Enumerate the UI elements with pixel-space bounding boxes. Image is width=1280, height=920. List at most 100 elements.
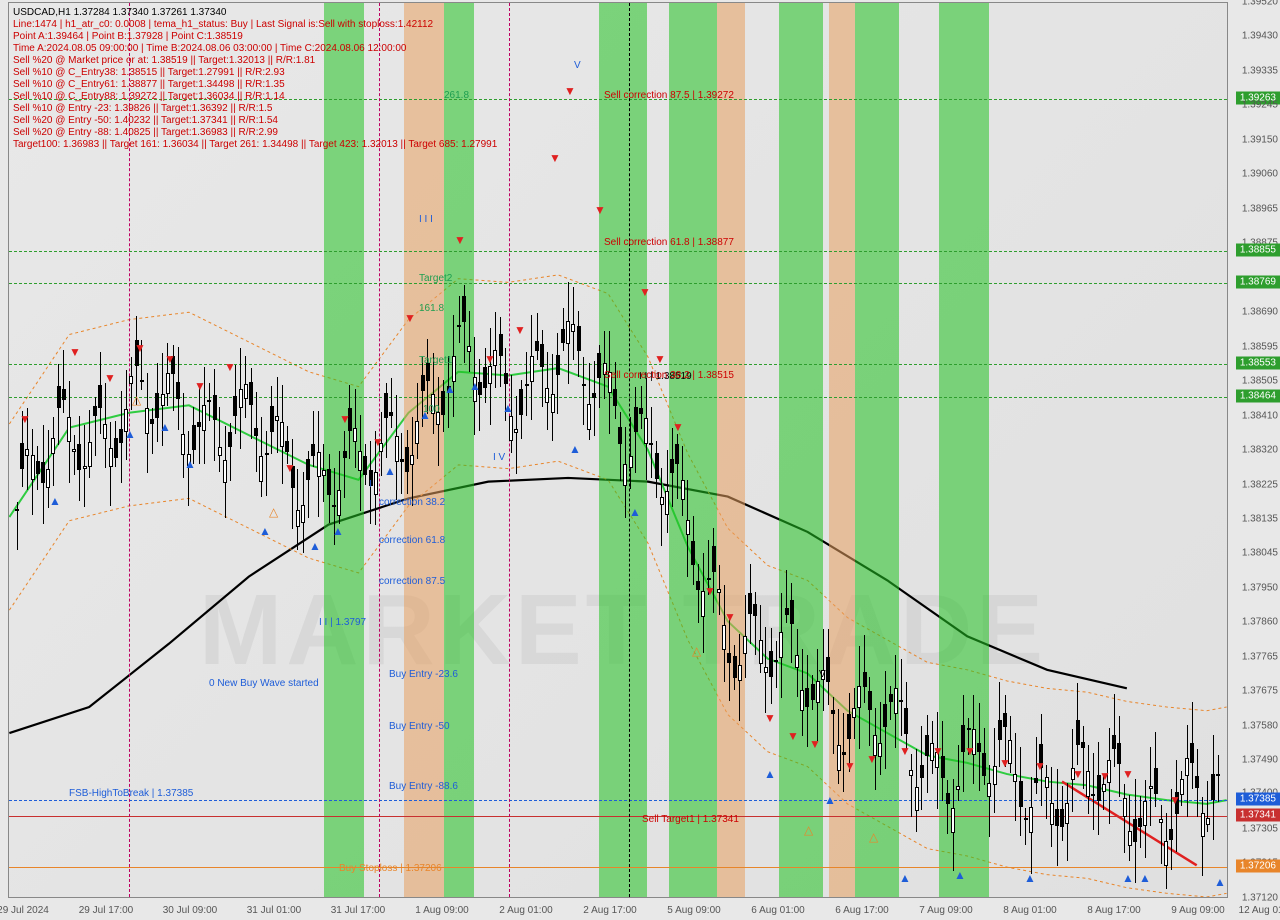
chart-annotation: correction 38.2 xyxy=(379,497,445,508)
chart-annotation: 261.8 xyxy=(444,90,469,101)
open-arrow-icon: △ xyxy=(269,506,278,518)
signal-band xyxy=(599,3,647,897)
chart-annotation: I V xyxy=(493,452,505,463)
price-level-box: 1.37341 xyxy=(1236,809,1280,822)
price-level-box: 1.38855 xyxy=(1236,244,1280,257)
open-arrow-icon: △ xyxy=(804,824,813,836)
chart-annotation: correction 61.8 xyxy=(379,535,445,546)
down-arrow-icon: ▼ xyxy=(404,312,416,324)
down-arrow-icon: ▼ xyxy=(594,204,606,216)
y-axis-label: 1.37950 xyxy=(1242,583,1278,594)
y-axis-label: 1.38045 xyxy=(1242,547,1278,558)
down-arrow-icon: ▼ xyxy=(104,372,116,384)
y-axis-label: 1.37490 xyxy=(1242,754,1278,765)
down-arrow-icon: ▼ xyxy=(564,85,576,97)
price-level-box: 1.37385 xyxy=(1236,793,1280,806)
chart-annotation: Buy Stoploss | 1.37206 xyxy=(339,863,442,874)
price-level-box: 1.38464 xyxy=(1236,390,1280,403)
up-arrow-icon: ▲ xyxy=(49,495,61,507)
signal-band xyxy=(717,3,745,897)
chart-annotation: I I I xyxy=(419,214,433,225)
y-axis-label: 1.39060 xyxy=(1242,168,1278,179)
down-arrow-icon: ▼ xyxy=(704,585,716,597)
chart-annotation: V xyxy=(819,669,826,680)
signal-band xyxy=(779,3,823,897)
y-axis-label: 1.38320 xyxy=(1242,445,1278,456)
chart-annotation: 161.8 xyxy=(419,303,444,314)
down-arrow-icon: ▼ xyxy=(844,760,856,772)
chart-info-line: Sell %10 @ C_Entry61: 1.38877 || Target:… xyxy=(13,79,285,90)
down-arrow-icon: ▼ xyxy=(764,712,776,724)
down-arrow-icon: ▼ xyxy=(164,353,176,365)
chart-annotation: Sell correction 61.8 | 1.38877 xyxy=(604,237,734,248)
down-arrow-icon: ▼ xyxy=(1072,768,1084,780)
down-arrow-icon: ▼ xyxy=(454,234,466,246)
up-arrow-icon: ▲ xyxy=(1214,876,1226,888)
price-level-box: 1.37206 xyxy=(1236,859,1280,872)
chart-annotation: Buy Entry -23.6 xyxy=(389,669,458,680)
x-axis-label: 6 Aug 01:00 xyxy=(751,905,804,916)
x-axis-label: 31 Jul 17:00 xyxy=(331,905,386,916)
y-axis-label: 1.37675 xyxy=(1242,685,1278,696)
price-level-box: 1.38553 xyxy=(1236,357,1280,370)
chart-annotation: Buy Entry -88.6 xyxy=(389,781,458,792)
price-level-box: 1.38769 xyxy=(1236,276,1280,289)
chart-plot-area[interactable]: MARKET TRADE ▼▼▼▼▼▼▼▼▼▼▼▼▼▼▼▼▼▼▼▼▼▼▼▼▼▼▼… xyxy=(8,2,1228,898)
chart-container: MARKET TRADE ▼▼▼▼▼▼▼▼▼▼▼▼▼▼▼▼▼▼▼▼▼▼▼▼▼▼▼… xyxy=(0,0,1280,920)
chart-annotation: 100 xyxy=(423,404,440,415)
chart-annotation: Buy Entry -50 xyxy=(389,721,450,732)
up-arrow-icon: ▲ xyxy=(332,525,344,537)
up-arrow-icon: ▲ xyxy=(444,383,456,395)
chart-info-line: Time A:2024.08.05 09:00:00 | Time B:2024… xyxy=(13,43,406,54)
down-arrow-icon: ▼ xyxy=(809,738,821,750)
x-axis-label: 8 Aug 17:00 xyxy=(1087,905,1140,916)
chart-annotation: I I | 1.3797 xyxy=(319,617,366,628)
down-arrow-icon: ▼ xyxy=(372,436,384,448)
x-axis-label: 29 Jul 17:00 xyxy=(79,905,134,916)
chart-annotation: 0 New Buy Wave started xyxy=(209,678,319,689)
chart-info-line: Sell %20 @ Entry -50: 1.40232 || Target:… xyxy=(13,115,278,126)
x-axis-label: 1 Aug 09:00 xyxy=(415,905,468,916)
down-arrow-icon: ▼ xyxy=(724,611,736,623)
x-axis-label: 2 Aug 01:00 xyxy=(499,905,552,916)
y-axis-label: 1.38505 xyxy=(1242,375,1278,386)
x-axis-label: 8 Aug 01:00 xyxy=(1003,905,1056,916)
up-arrow-icon: ▲ xyxy=(824,794,836,806)
signal-band xyxy=(444,3,474,897)
x-axis-label: 29 Jul 2024 xyxy=(0,905,49,916)
down-arrow-icon: ▼ xyxy=(194,380,206,392)
open-arrow-icon: △ xyxy=(869,831,878,843)
down-arrow-icon: ▼ xyxy=(932,745,944,757)
y-axis-label: 1.37580 xyxy=(1242,721,1278,732)
up-arrow-icon: ▲ xyxy=(184,458,196,470)
down-arrow-icon: ▼ xyxy=(672,421,684,433)
chart-info-line: Line:1474 | h1_atr_c0: 0.0008 | tema_h1_… xyxy=(13,19,433,30)
down-arrow-icon: ▼ xyxy=(787,730,799,742)
y-axis-label: 1.37305 xyxy=(1242,823,1278,834)
down-arrow-icon: ▼ xyxy=(639,286,651,298)
y-axis-label: 1.38225 xyxy=(1242,480,1278,491)
y-axis: 1.395201.394301.393351.392631.392451.391… xyxy=(1230,2,1280,898)
x-axis: 29 Jul 202429 Jul 17:0030 Jul 09:0031 Ju… xyxy=(8,900,1228,918)
down-arrow-icon: ▼ xyxy=(339,413,351,425)
up-arrow-icon: ▲ xyxy=(309,540,321,552)
y-axis-label: 1.38965 xyxy=(1242,204,1278,215)
down-arrow-icon: ▼ xyxy=(899,745,911,757)
down-arrow-icon: ▼ xyxy=(514,324,526,336)
down-arrow-icon: ▼ xyxy=(1099,770,1111,782)
y-axis-label: 1.39150 xyxy=(1242,135,1278,146)
down-arrow-icon: ▼ xyxy=(654,353,666,365)
up-arrow-icon: ▲ xyxy=(1024,872,1036,884)
chart-annotation: I xyxy=(369,479,372,490)
chart-info-line: Sell %10 @ C_Entry38: 1.38515 || Target:… xyxy=(13,67,285,78)
y-axis-label: 1.39245 xyxy=(1242,99,1278,110)
down-arrow-icon: ▼ xyxy=(134,342,146,354)
price-level-line xyxy=(9,251,1227,252)
chart-info-line: Point A:1.39464 | Point B:1.37928 | Poin… xyxy=(13,31,243,42)
x-axis-label: 30 Jul 09:00 xyxy=(163,905,218,916)
x-axis-label: 31 Jul 01:00 xyxy=(247,905,302,916)
x-axis-label: 12 Aug 01:00 xyxy=(1239,905,1280,916)
price-level-line xyxy=(9,283,1227,284)
chart-info-line: Sell %20 @ Entry -88: 1.40825 || Target:… xyxy=(13,127,278,138)
up-arrow-icon: ▲ xyxy=(764,768,776,780)
